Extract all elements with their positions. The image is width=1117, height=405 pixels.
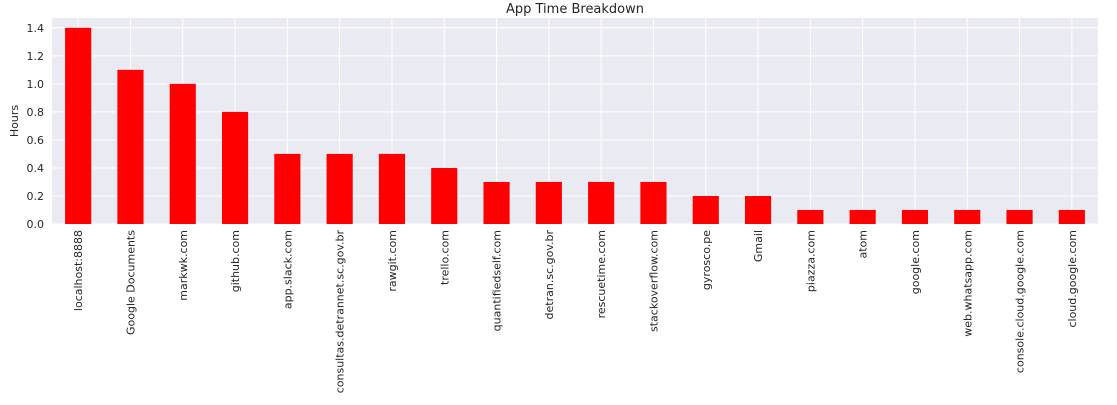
plot-area — [52, 18, 1098, 224]
y-tick-label: 0.0 — [27, 218, 45, 231]
y-tick-label: 0.2 — [27, 190, 45, 203]
bar-google-com — [901, 209, 929, 224]
y-tick-label: 1.0 — [27, 78, 45, 91]
bar-web-whatsapp-com — [954, 209, 981, 224]
bar-stackoverflow-com — [640, 181, 667, 224]
bar-app-slack-com — [274, 153, 301, 224]
x-tick-label: Google Documents — [124, 230, 137, 335]
x-tick-label: github.com — [229, 230, 242, 292]
x-tick-label: quantifiedself.com — [491, 230, 504, 331]
x-tick-label: stackoverflow.com — [647, 230, 660, 332]
x-tick-label: atom — [857, 230, 870, 259]
bar-google-documents — [117, 69, 144, 224]
y-tick-label: 1.2 — [27, 50, 45, 63]
bar-trello-com — [431, 167, 458, 224]
x-tick-label: gyrosco.pe — [700, 230, 713, 290]
y-tick-label: 0.6 — [27, 134, 45, 147]
bar-rescuetime-com — [588, 181, 615, 224]
x-tick-label: markwk.com — [177, 230, 190, 301]
bar-cloud-google-com — [1058, 209, 1085, 224]
bar-rawgit-com — [378, 153, 406, 224]
x-tick-label: google.com — [909, 230, 922, 294]
x-tick-label: piazza.com — [804, 230, 817, 292]
x-tick-label: rescuetime.com — [595, 230, 608, 318]
x-tick-label: app.slack.com — [281, 230, 294, 309]
x-tick-label: Gmail — [752, 230, 765, 262]
x-tick-label: localhost:8888 — [72, 230, 85, 311]
chart-title: App Time Breakdown — [506, 2, 644, 17]
y-axis-label: Hours — [8, 105, 21, 137]
x-axis-ticks: localhost:8888 Google Documents markwk.com… — [72, 230, 1079, 394]
y-tick-label: 0.8 — [27, 106, 45, 119]
bars — [65, 27, 1085, 224]
x-tick-label: web.whatsapp.com — [961, 230, 974, 337]
bar-consultas-detrannet-sc-gov-br — [326, 153, 353, 224]
bar-github-com — [221, 111, 249, 224]
x-tick-label: consultas.detrannet.sc.gov.br — [334, 230, 347, 394]
bar-gyrosco-pe — [692, 195, 719, 224]
x-tick-label: detran.sc.gov.br — [543, 230, 556, 320]
bar-detran-sc-gov-br — [535, 181, 562, 224]
x-tick-label: rawgit.com — [386, 230, 399, 292]
x-tick-label: trello.com — [438, 230, 451, 285]
bar-markwk-com — [169, 83, 196, 224]
bar-quantifiedself-com — [483, 181, 510, 224]
bar-gmail — [744, 195, 772, 224]
bar-localhost-8888 — [65, 27, 92, 224]
y-axis-ticks: 0.0 0.2 0.4 0.6 0.8 1.0 1.2 1.4 — [27, 22, 45, 231]
bar-console-cloud-google-com — [1006, 209, 1033, 224]
x-tick-label: cloud.google.com — [1066, 230, 1079, 328]
bar-piazza-com — [797, 209, 824, 224]
bar-atom — [849, 209, 876, 224]
x-tick-label: console.cloud.google.com — [1014, 230, 1027, 373]
y-tick-label: 0.4 — [27, 162, 45, 175]
y-tick-label: 1.4 — [27, 22, 45, 35]
